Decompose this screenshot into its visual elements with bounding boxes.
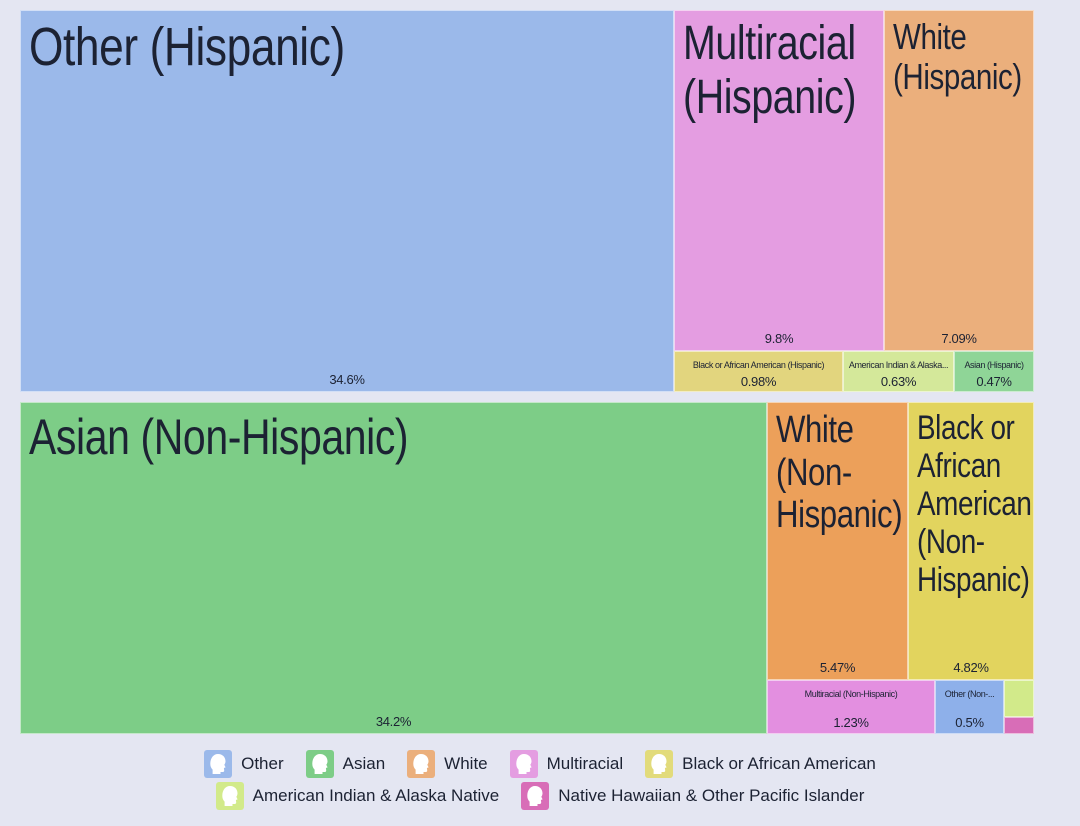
treemap-cell-black-or-african-american-non-hispanic[interactable]: Black or African American (Non- Hispanic… xyxy=(908,402,1034,680)
cell-label: Asian (Non-Hispanic) xyxy=(29,409,409,465)
legend-swatch xyxy=(215,782,244,810)
legend-label: Multiracial xyxy=(546,754,624,773)
legend-swatch xyxy=(509,750,538,778)
treemap-cell-white-hispanic[interactable]: White (Hispanic) 7.09% xyxy=(884,10,1034,351)
legend-label: Asian xyxy=(342,754,386,773)
person-silhouette-icon xyxy=(413,754,429,774)
legend-label: Native Hawaiian & Other Pacific Islander xyxy=(558,786,865,805)
cell-label: Other (Non-... xyxy=(944,689,995,699)
person-silhouette-icon xyxy=(311,754,328,774)
person-silhouette-icon xyxy=(221,786,238,806)
legend-swatch xyxy=(407,750,436,778)
treemap-chart: Other (Hispanic) 34.6% Multiracial (Hispan… xyxy=(20,10,1034,734)
legend-item-black-or-african-american[interactable]: Black or African American xyxy=(645,750,876,778)
cell-label: Black or African American (Non- Hispanic… xyxy=(917,409,1032,600)
cell-label: Other (Hispanic) xyxy=(29,17,345,77)
legend-label: Other xyxy=(241,754,284,773)
legend: Other Asian White Multiracial Black or Afric… xyxy=(0,748,1080,812)
cell-label: Multiracial (Non-Hispanic) xyxy=(804,689,898,699)
legend-swatch xyxy=(204,750,233,778)
legend-item-american-indian-alaska-native[interactable]: American Indian & Alaska Native xyxy=(215,782,500,810)
legend-item-white[interactable]: White xyxy=(407,750,488,778)
cell-value: 1.23% xyxy=(833,715,869,730)
treemap-cell-american-indian-alaska-native[interactable] xyxy=(1004,680,1034,717)
treemap-cell-asian-non-hispanic[interactable]: Asian (Non-Hispanic) 34.2% xyxy=(20,402,767,734)
legend-item-other[interactable]: Other xyxy=(204,750,284,778)
legend-label: American Indian & Alaska Native xyxy=(252,786,500,805)
treemap-cell-native-hawaiian-other-pacific-islander[interactable] xyxy=(1004,717,1034,734)
person-silhouette-icon xyxy=(515,754,532,774)
treemap-cell-other-hispanic[interactable]: Other (Hispanic) 34.6% xyxy=(20,10,674,392)
cell-label: Asian (Hispanic) xyxy=(964,360,1024,370)
cell-label: Multiracial (Hispanic) xyxy=(683,17,857,124)
treemap-cell-black-or-african-american-hispanic[interactable]: Black or African American (Hispanic) 0.98… xyxy=(674,351,843,392)
legend-item-native-hawaiian-other-pacific-islander[interactable]: Native Hawaiian & Other Pacific Islander xyxy=(521,782,864,810)
person-silhouette-icon xyxy=(527,786,543,806)
legend-row: American Indian & Alaska Native Native Ha… xyxy=(0,780,1080,812)
legend-item-multiracial[interactable]: Multiracial xyxy=(509,750,624,778)
cell-value: 0.63% xyxy=(880,374,917,389)
cell-value: 4.82% xyxy=(953,660,989,675)
legend-swatch xyxy=(645,750,674,778)
cell-value: 7.09% xyxy=(941,331,977,346)
legend-row: Other Asian White Multiracial Black or Afric… xyxy=(0,748,1080,780)
cell-label: American Indian & Alaska... xyxy=(848,360,949,370)
legend-swatch xyxy=(305,750,334,778)
treemap-cell-white-non-hispanic[interactable]: White (Non- Hispanic) 5.47% xyxy=(767,402,908,680)
cell-value: 5.47% xyxy=(819,660,856,675)
cell-value: 0.47% xyxy=(976,374,1012,389)
treemap-cell-asian-hispanic[interactable]: Asian (Hispanic) 0.47% xyxy=(954,351,1034,392)
cell-label: White (Non- Hispanic) xyxy=(776,409,903,537)
person-silhouette-icon xyxy=(651,754,667,774)
cell-value: 34.6% xyxy=(329,372,365,387)
treemap-cell-multiracial-hispanic[interactable]: Multiracial (Hispanic) 9.8% xyxy=(674,10,884,351)
cell-value: 9.8% xyxy=(764,331,794,346)
person-silhouette-icon xyxy=(210,754,226,774)
cell-value: 34.2% xyxy=(375,714,412,729)
cell-value: 0.5% xyxy=(955,715,984,730)
legend-swatch xyxy=(521,782,550,810)
treemap-cell-other-non[interactable]: Other (Non-... 0.5% xyxy=(935,680,1004,734)
cell-value: 0.98% xyxy=(740,374,777,389)
legend-item-asian[interactable]: Asian xyxy=(305,750,386,778)
treemap-cell-multiracial-non-hispanic[interactable]: Multiracial (Non-Hispanic) 1.23% xyxy=(767,680,935,734)
legend-label: White xyxy=(444,754,488,773)
treemap-cell-american-indian-alaska[interactable]: American Indian & Alaska... 0.63% xyxy=(843,351,954,392)
legend-label: Black or African American xyxy=(682,754,876,773)
cell-label: White (Hispanic) xyxy=(893,16,1022,98)
cell-label: Black or African American (Hispanic) xyxy=(692,360,825,370)
